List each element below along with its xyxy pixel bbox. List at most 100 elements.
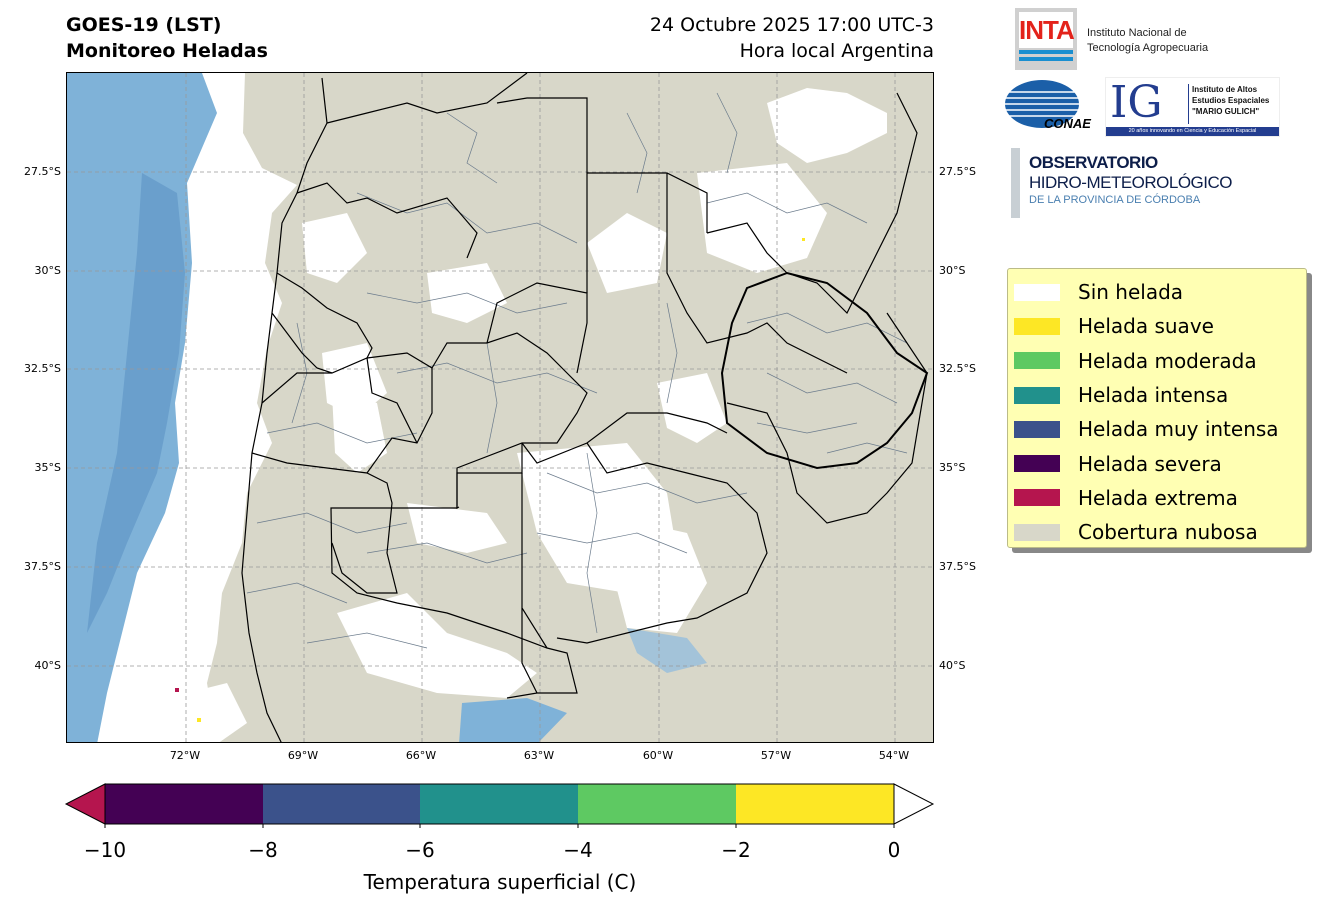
- date-line: 24 Octubre 2025 17:00 UTC-3: [649, 14, 934, 36]
- legend-item-helada-muy-intensa: Helada muy intensa: [1008, 412, 1306, 446]
- map-panel: [66, 72, 934, 743]
- frost-point-1: [175, 688, 179, 692]
- ig-name: Instituto de Altos Estudios Espaciales "…: [1192, 84, 1269, 117]
- lat-label-left-35: 35°S: [34, 461, 61, 474]
- legend-swatch-helada-muy-intensa: [1014, 420, 1060, 438]
- frost-point-3: [802, 238, 805, 241]
- lat-label-left-37-5: 37.5°S: [24, 560, 61, 573]
- lat-label-left-30: 30°S: [34, 264, 61, 277]
- clear-patch-12: [657, 373, 727, 443]
- clear-patch-13: [182, 683, 247, 742]
- inta-name-line1: Instituto Nacional de: [1087, 27, 1187, 39]
- atlantic-blue-south: [459, 698, 567, 742]
- title-line-2: Monitoreo Heladas: [66, 40, 268, 62]
- colorbar-label: Temperatura superficial (C): [363, 870, 637, 894]
- conae-logo: CONAE: [1004, 78, 1092, 134]
- legend-swatch-helada-severa: [1014, 455, 1060, 473]
- legend-swatch-cobertura-nubosa: [1014, 523, 1060, 541]
- inta-logo: INTA: [1015, 8, 1077, 70]
- atlantic-blue-dots: [627, 628, 707, 673]
- legend-swatch-helada-moderada: [1014, 352, 1060, 370]
- legend-item-helada-suave: Helada suave: [1008, 309, 1306, 343]
- uruguay-border: [720, 271, 929, 470]
- clear-patch-6: [697, 163, 827, 273]
- colorbar-tick-0: 0: [887, 838, 901, 862]
- clear-patch-10: [337, 593, 537, 698]
- ig-logo: IG Instituto de Altos Estudios Espaciale…: [1105, 77, 1280, 137]
- ig-wordmark: IG: [1110, 77, 1163, 128]
- colorbar-tick-minus2: −2: [721, 838, 751, 862]
- legend-item-helada-severa: Helada severa: [1008, 446, 1306, 480]
- ig-divider: [1188, 84, 1189, 124]
- lon-label-72w: 72°W: [169, 749, 201, 762]
- title-line-1: GOES-19 (LST): [66, 14, 222, 36]
- clear-patch-1: [302, 213, 367, 283]
- colorbar-over-triangle: [893, 783, 935, 825]
- clear-patch-3: [332, 393, 387, 473]
- colorbar-segment-3: [420, 784, 578, 824]
- colorbar-tick-minus4: −4: [563, 838, 593, 862]
- legend-swatch-helada-intensa: [1014, 386, 1060, 404]
- lat-label-left-32-5: 32.5°S: [24, 362, 61, 375]
- legend-label: Helada severa: [1078, 451, 1222, 476]
- observatorio-logo: OBSERVATORIO HIDRO-METEOROLÓGICO DE LA P…: [1029, 153, 1233, 207]
- colorbar-segment-2: [263, 784, 420, 824]
- colorbar-tick-minus10: −10: [83, 838, 127, 862]
- chile-blue-core: [87, 173, 185, 633]
- clear-patch-11: [407, 503, 507, 553]
- inta-stripe-1: [1019, 50, 1073, 54]
- ig-footer: 20 años innovando en Ciencia y Educación…: [1106, 127, 1279, 136]
- lon-label-63w: 63°W: [523, 749, 555, 762]
- lat-label-right-40: 40°S: [939, 659, 966, 672]
- lon-label-54w: 54°W: [878, 749, 910, 762]
- lat-label-right-32-5: 32.5°S: [939, 362, 976, 375]
- colorbar-segment-5: [736, 784, 894, 824]
- lon-label-60w: 60°W: [642, 749, 674, 762]
- legend-swatch-helada-suave: [1014, 317, 1060, 335]
- inta-wordmark: INTA: [1019, 12, 1075, 48]
- ig-name-line1: Instituto de Altos: [1192, 85, 1258, 94]
- colorbar-under-triangle: [64, 783, 106, 825]
- legend-item-helada-moderada: Helada moderada: [1008, 344, 1306, 378]
- legend-box: Sin helada Helada suave Helada moderada …: [1007, 268, 1307, 548]
- colorbar-tick-minus6: −6: [405, 838, 435, 862]
- map-canvas: [67, 73, 933, 742]
- lon-label-57w: 57°W: [760, 749, 792, 762]
- lat-label-right-37-5: 37.5°S: [939, 560, 976, 573]
- colorbar-svg: [64, 783, 935, 828]
- lat-label-right-30: 30°S: [939, 264, 966, 277]
- legend-label: Helada suave: [1078, 314, 1214, 339]
- clear-patch-9: [597, 513, 707, 633]
- lat-label-right-27-5: 27.5°S: [939, 165, 976, 178]
- conae-wordmark: CONAE: [1044, 116, 1091, 131]
- lat-label-left-40: 40°S: [34, 659, 61, 672]
- obs-line2: HIDRO-METEOROLÓGICO: [1029, 173, 1233, 192]
- legend-label: Helada moderada: [1078, 348, 1257, 373]
- obs-line1: OBSERVATORIO: [1029, 153, 1158, 172]
- lon-label-66w: 66°W: [405, 749, 437, 762]
- legend-swatch-sin-helada: [1014, 283, 1060, 301]
- inta-name: Instituto Nacional de Tecnología Agropec…: [1087, 26, 1208, 56]
- frost-point-2: [197, 718, 201, 722]
- conae-globe-icon: [1005, 80, 1079, 128]
- legend-label: Helada muy intensa: [1078, 417, 1279, 442]
- legend-swatch-helada-extrema: [1014, 489, 1060, 507]
- inta-stripe-2: [1019, 57, 1073, 61]
- ig-name-line2: Estudios Espaciales: [1192, 96, 1270, 105]
- province-boundaries: [241, 73, 928, 742]
- colorbar-ticks: [104, 824, 895, 828]
- inta-name-line2: Tecnología Agropecuaria: [1087, 42, 1209, 54]
- legend-item-helada-intensa: Helada intensa: [1008, 378, 1306, 412]
- legend-item-helada-extrema: Helada extrema: [1008, 481, 1306, 515]
- lat-label-right-35: 35°S: [939, 461, 966, 474]
- map-title: GOES-19 (LST) Monitoreo Heladas: [66, 12, 268, 64]
- lat-label-left-27-5: 27.5°S: [24, 165, 61, 178]
- obs-line3: DE LA PROVINCIA DE CÓRDOBA: [1029, 194, 1201, 206]
- colorbar-segment-1: [105, 784, 263, 824]
- colorbar-tick-minus8: −8: [248, 838, 278, 862]
- colorbar: [64, 782, 938, 832]
- legend-label: Sin helada: [1078, 280, 1184, 305]
- legend-label: Helada intensa: [1078, 383, 1229, 408]
- colorbar-segment-4: [578, 784, 736, 824]
- colorbar-outline: [104, 783, 895, 825]
